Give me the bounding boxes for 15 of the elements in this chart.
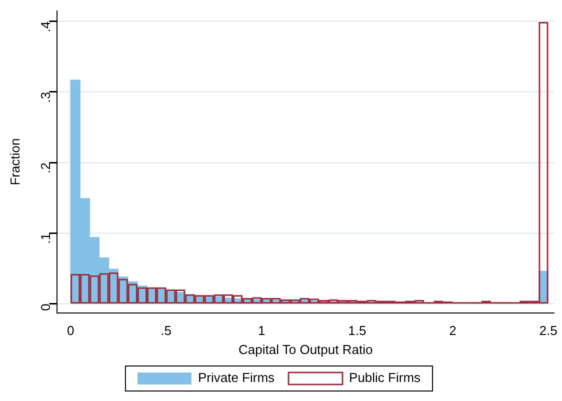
x-axis-title: Capital To Output Ratio (238, 342, 373, 357)
y-tick-label: .2 (38, 162, 53, 174)
y-tick-label: .1 (38, 233, 53, 244)
y-tick-label: 0 (38, 304, 53, 311)
x-tick-label: .5 (160, 323, 172, 338)
legend-label: Private Firms (198, 370, 276, 386)
y-tick-label: .3 (38, 92, 53, 103)
x-tick-label: 0 (66, 323, 74, 338)
x-tick-label: 1.5 (348, 323, 366, 338)
y-axis-title: Fraction (7, 138, 22, 186)
legend-label: Public Firms (349, 370, 422, 386)
x-tick-label: 2 (449, 323, 456, 338)
x-tick-label: 2.5 (539, 323, 558, 338)
x-tick-label: 1 (258, 323, 266, 338)
y-tick-label: .4 (38, 21, 53, 32)
